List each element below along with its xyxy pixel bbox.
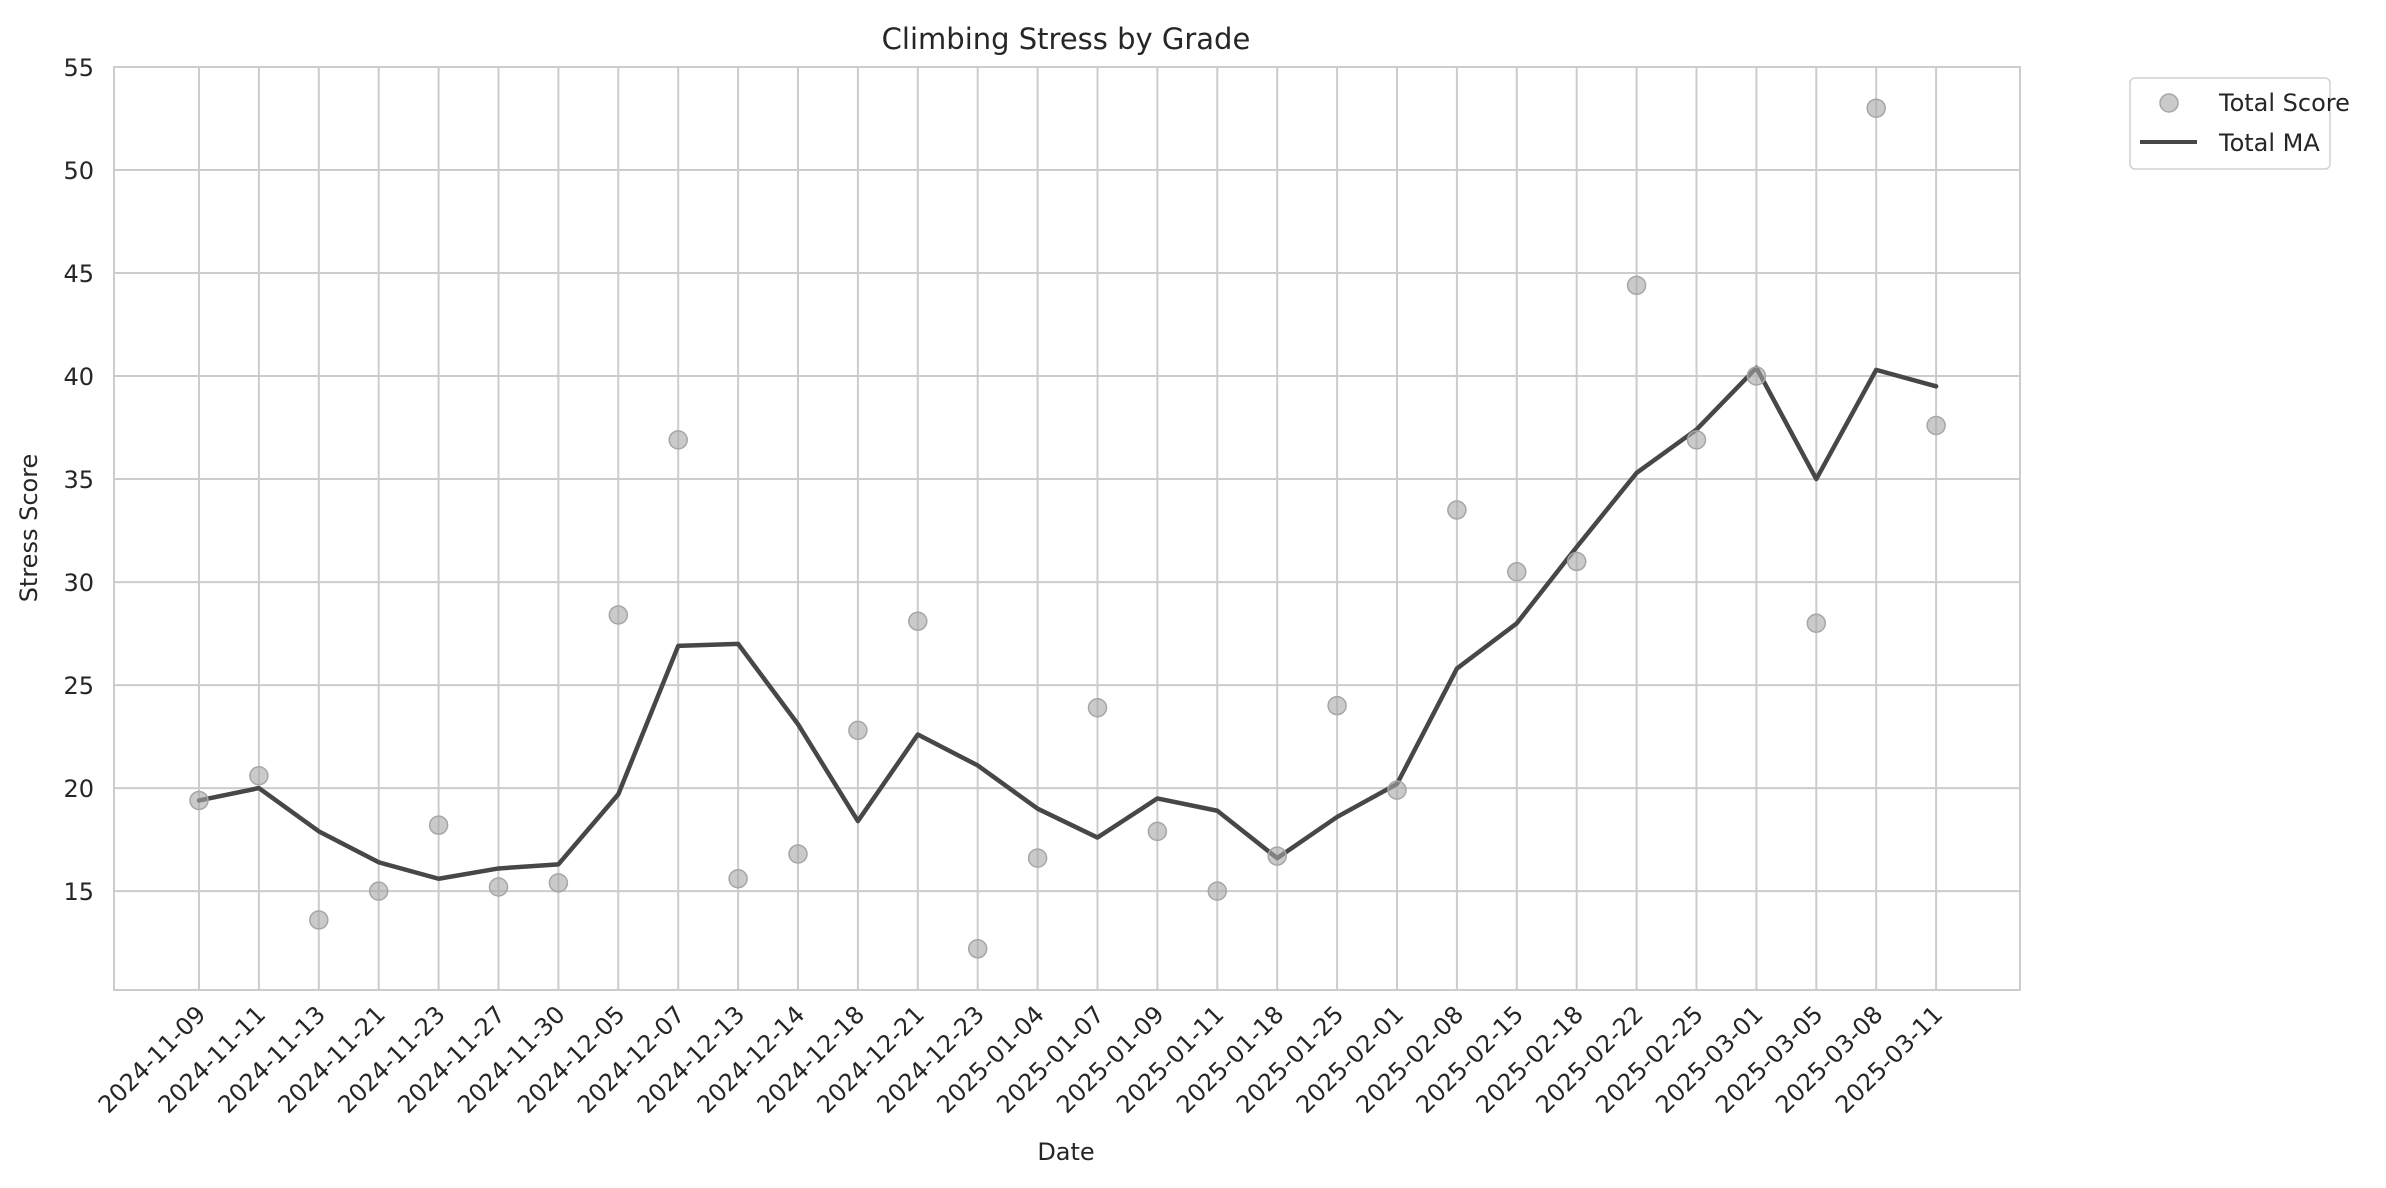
legend-label-total-score: Total Score: [2218, 89, 2350, 117]
score-point: [1147, 821, 1168, 842]
y-tick-label: 30: [63, 569, 94, 597]
y-tick-label: 25: [63, 672, 94, 700]
plot-frame: [113, 66, 2021, 991]
score-point: [728, 868, 748, 889]
series-line: [196, 365, 1939, 881]
score-point: [1566, 551, 1587, 572]
score-point: [249, 765, 269, 786]
grid: [114, 66, 2020, 990]
score-point: [1087, 697, 1108, 718]
y-tick-label: 50: [63, 157, 94, 185]
y-tick-label: 40: [63, 363, 94, 391]
score-point: [1746, 366, 1767, 386]
score-point: [1626, 275, 1647, 296]
score-point: [967, 939, 988, 959]
y-tick-label: 15: [63, 878, 94, 906]
series-scatter-points: [189, 98, 1946, 959]
score-point: [1027, 848, 1048, 868]
score-point: [488, 877, 509, 897]
score-point: [1267, 846, 1287, 866]
score-point: [1806, 613, 1827, 634]
score-point: [908, 611, 928, 631]
y-tick-label: 35: [63, 466, 94, 494]
legend-box: [2129, 77, 2331, 170]
score-point: [668, 430, 688, 450]
ma-line: [196, 365, 1939, 881]
score-point: [1327, 695, 1347, 716]
x-axis-label: Date: [1037, 1138, 1094, 1166]
series: [189, 98, 1946, 959]
y-tick-label: 20: [63, 775, 94, 803]
chart-title: Climbing Stress by Grade: [882, 22, 1251, 56]
score-point: [309, 910, 329, 930]
score-point: [1207, 881, 1228, 901]
y-tick-label: 45: [63, 260, 94, 288]
score-point: [428, 815, 449, 835]
score-point: [788, 844, 808, 864]
score-point: [1387, 780, 1407, 800]
score-point: [1866, 98, 1886, 118]
score-point: [1926, 415, 1946, 436]
score-point: [848, 720, 868, 741]
score-point: [1507, 562, 1527, 582]
score-point: [1447, 500, 1467, 520]
score-point: [1686, 430, 1707, 450]
y-tick-label: 55: [63, 54, 94, 82]
score-point: [189, 790, 209, 811]
score-point: [608, 605, 629, 625]
y-axis-ticks: 15 20 25 30 35 40 45 50 55: [63, 54, 94, 906]
legend: Total Score Total MA: [2129, 77, 2350, 170]
score-point: [548, 873, 569, 893]
score-point: [368, 881, 389, 901]
legend-label-total-ma: Total MA: [2218, 129, 2320, 157]
legend-marker-total-score: [2159, 93, 2179, 113]
y-axis-label: Stress Score: [15, 454, 43, 603]
